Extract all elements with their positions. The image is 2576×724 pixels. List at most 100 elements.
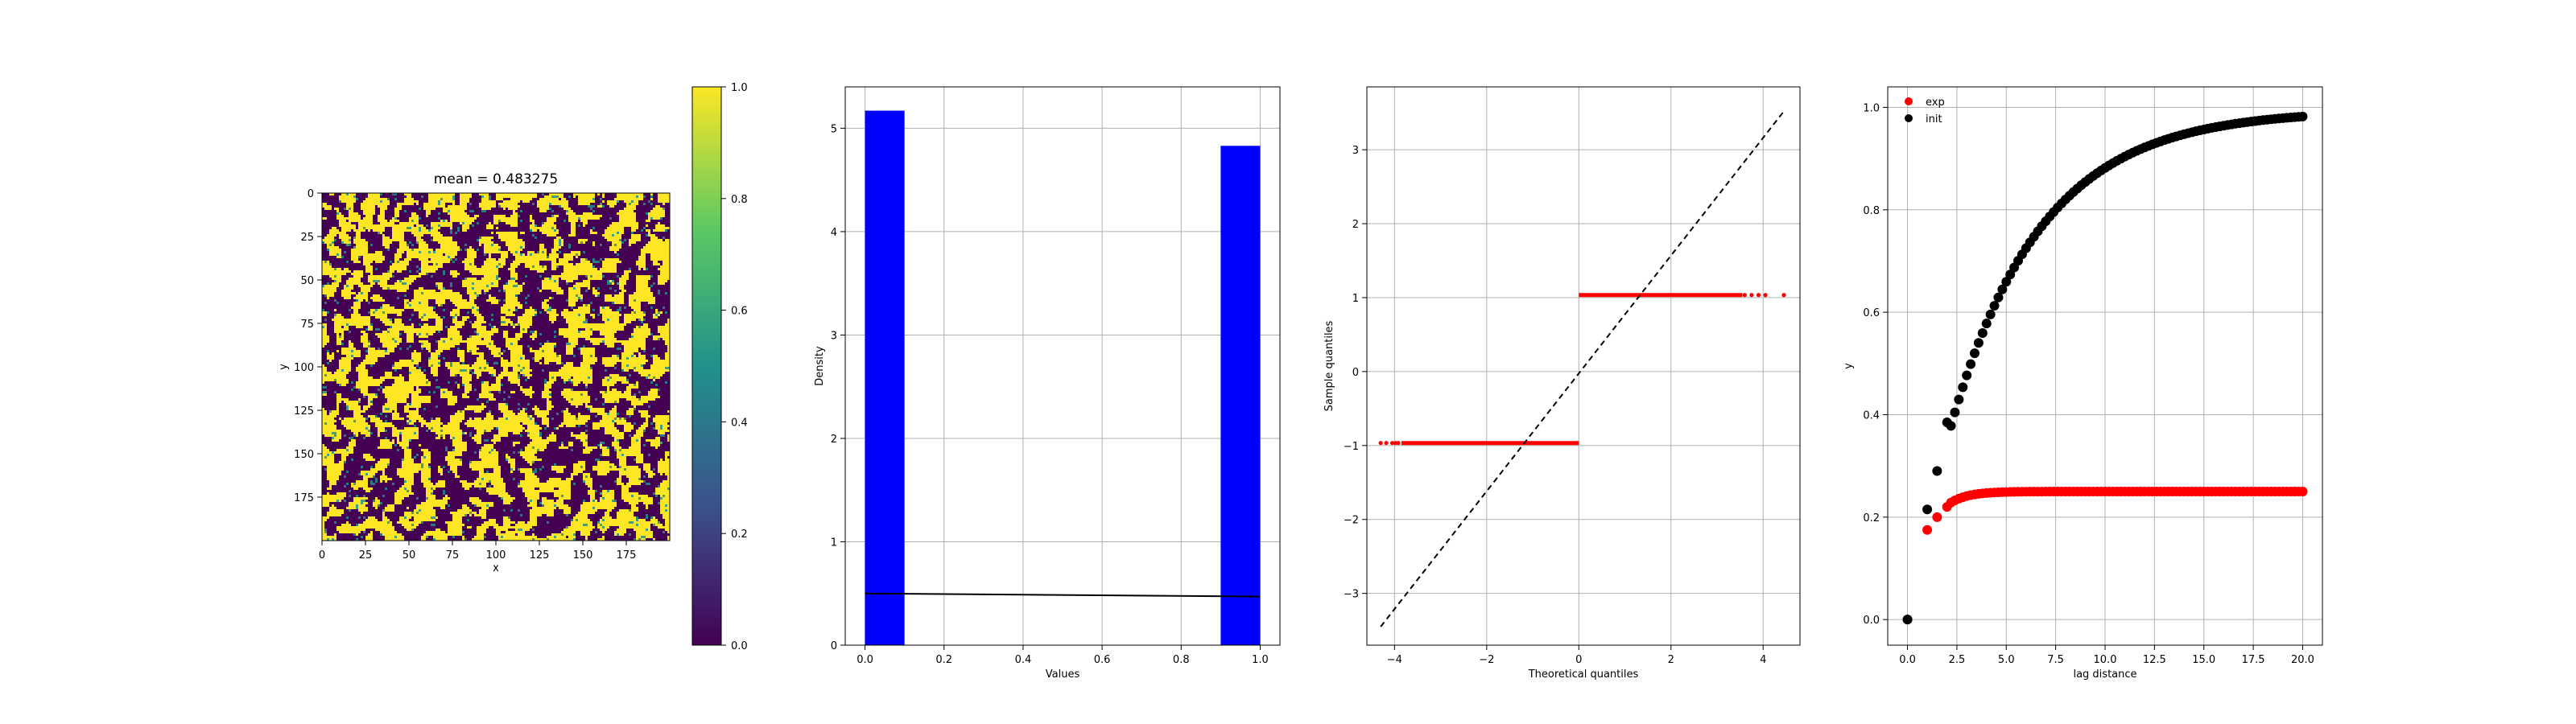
qq-grid <box>1367 87 1800 645</box>
qq-y-tick-label: 2 <box>1352 219 1359 231</box>
histogram-bar <box>1220 146 1261 645</box>
init-point <box>1977 327 1988 338</box>
variogram-x-tick-label: 15.0 <box>2192 654 2215 666</box>
heatmap-title: mean = 0.483275 <box>434 171 558 187</box>
qq-x-tick-label: −2 <box>1479 654 1494 666</box>
heatmap-x-tick-label: 0 <box>319 549 325 562</box>
qq-x-tick-label: 4 <box>1760 654 1766 666</box>
variogram-x-tick-label: 10.0 <box>2094 654 2117 666</box>
qq-y-tick-label: 1 <box>1352 293 1359 305</box>
qq-x-label: Theoretical quantiles <box>1528 668 1639 681</box>
variogram-x-tick-label: 2.5 <box>1949 654 1966 666</box>
heatmap-panel: mean = 0.483275 0 25 50 75 100 125 150 175 0 25 5… <box>278 171 671 574</box>
histogram-x-tick-label: 1.0 <box>1252 654 1269 666</box>
init-point <box>2297 111 2308 121</box>
heatmap-x-tick-label: 75 <box>446 549 460 562</box>
qq-y-tick-label: 3 <box>1352 145 1359 157</box>
heatmap-high-cells <box>322 193 670 541</box>
init-point <box>1993 292 2004 302</box>
histogram-frame <box>844 86 1281 646</box>
exp-point <box>2297 486 2308 496</box>
heatmap-mid-cells <box>322 193 670 541</box>
heatmap-image <box>322 193 670 541</box>
init-point <box>1932 466 1942 476</box>
legend: exp init <box>1905 97 1945 125</box>
variogram-y-tick-label: 0.4 <box>1863 409 1880 422</box>
heatmap-x-tick-label: 150 <box>573 549 593 562</box>
histogram-x-tick-label: 0.2 <box>935 654 952 666</box>
variogram-y-tick-label: 0.0 <box>1863 615 1880 627</box>
histogram-x-tick-label: 0.0 <box>857 654 873 666</box>
heatmap-y-ticks: 0 25 50 75 100 125 150 175 <box>294 188 322 504</box>
qq-y-ticks: −3 −2 −1 0 1 2 3 <box>1344 145 1367 601</box>
histogram-y-tick-label: 1 <box>831 537 837 549</box>
colorbar-tick-label: 0.6 <box>731 306 748 318</box>
variogram-y-tick-label: 1.0 <box>1863 102 1880 114</box>
histogram-y-tick-label: 4 <box>831 227 837 239</box>
qq-point <box>1378 441 1383 446</box>
qq-y-tick-label: −3 <box>1344 589 1359 601</box>
histogram-y-tick-label: 0 <box>831 640 837 652</box>
variogram-panel: 0.0 2.5 5.0 7.5 10.0 12.5 15.0 17.5 20.0 0.00.20… <box>1843 86 2323 681</box>
variogram-series-exp <box>1902 486 2308 625</box>
variogram-x-tick-label: 20.0 <box>2291 654 2314 666</box>
colorbar-tick-label: 0.2 <box>731 529 748 541</box>
qq-y-label: Sample quantiles <box>1323 320 1335 411</box>
qq-point <box>1749 293 1754 298</box>
init-point <box>1981 319 1992 329</box>
qq-point <box>1389 441 1395 446</box>
variogram-y-tick-label: 0.6 <box>1863 307 1880 319</box>
histogram-y-tick-label: 5 <box>831 123 837 135</box>
heatmap-y-tick-label: 150 <box>294 449 314 461</box>
init-point <box>1958 382 1968 393</box>
histogram-x-label: Values <box>1046 668 1080 681</box>
init-point <box>1954 394 1964 405</box>
legend-marker-exp <box>1905 97 1913 105</box>
variogram-x-tick-label: 5.0 <box>1998 654 2015 666</box>
histogram-grid <box>845 87 1280 646</box>
heatmap-y-tick-label: 50 <box>300 275 314 287</box>
init-point <box>1946 421 1956 431</box>
heatmap-x-tick-label: 100 <box>486 549 506 562</box>
variogram-x-tick-label: 12.5 <box>2143 654 2166 666</box>
colorbar-ticks: 0.0 0.2 0.4 0.6 0.8 1.0 <box>721 82 748 652</box>
init-point <box>2001 277 2012 287</box>
colorbar-tick-label: 0.8 <box>731 194 748 206</box>
heatmap-x-tick-label: 50 <box>402 549 416 562</box>
histogram-y-label: Density <box>814 346 826 386</box>
qq-point <box>1396 441 1401 446</box>
legend-label-exp: exp <box>1926 97 1945 109</box>
init-point <box>1962 370 1972 381</box>
heatmap-x-tick-label: 25 <box>359 549 373 562</box>
qq-x-tick-label: −4 <box>1387 654 1402 666</box>
init-point <box>1966 359 1976 369</box>
init-point <box>1922 504 1933 515</box>
histogram-x-tick-label: 0.6 <box>1094 654 1111 666</box>
heatmap-y-tick-label: 175 <box>294 492 314 504</box>
colorbar: 0.0 0.2 0.4 0.6 0.8 1.0 <box>691 82 748 652</box>
density-line <box>865 592 1261 598</box>
heatmap-y-label: y <box>278 364 290 370</box>
init-point <box>2005 269 2016 280</box>
histogram-bars <box>865 110 1261 645</box>
init-point <box>1970 348 1979 359</box>
qq-y-tick-label: −2 <box>1344 515 1359 527</box>
variogram-y-label: y <box>1843 363 1855 369</box>
qq-reference-line <box>1380 110 1785 627</box>
variogram-x-label: lag distance <box>2073 668 2136 681</box>
heatmap-y-tick-label: 25 <box>300 232 314 244</box>
qq-points <box>1378 293 1786 446</box>
init-point <box>1997 284 2008 294</box>
qq-point <box>1384 441 1389 446</box>
histogram-x-tick-label: 0.8 <box>1173 654 1190 666</box>
qq-x-ticks: −4 −2 0 2 4 <box>1387 645 1766 666</box>
variogram-x-tick-label: 17.5 <box>2242 654 2265 666</box>
colorbar-gradient <box>691 86 722 646</box>
variogram-series-init <box>1902 111 2308 625</box>
qq-panel: −4 −2 0 2 4 −3 −2 −1 0 1 2 3 Theoretical quantiles… <box>1323 86 1801 681</box>
legend-label-init: init <box>1926 113 1942 125</box>
heatmap-x-label: x <box>493 562 499 574</box>
init-point <box>1985 309 1996 319</box>
variogram-grid <box>1888 87 2322 645</box>
